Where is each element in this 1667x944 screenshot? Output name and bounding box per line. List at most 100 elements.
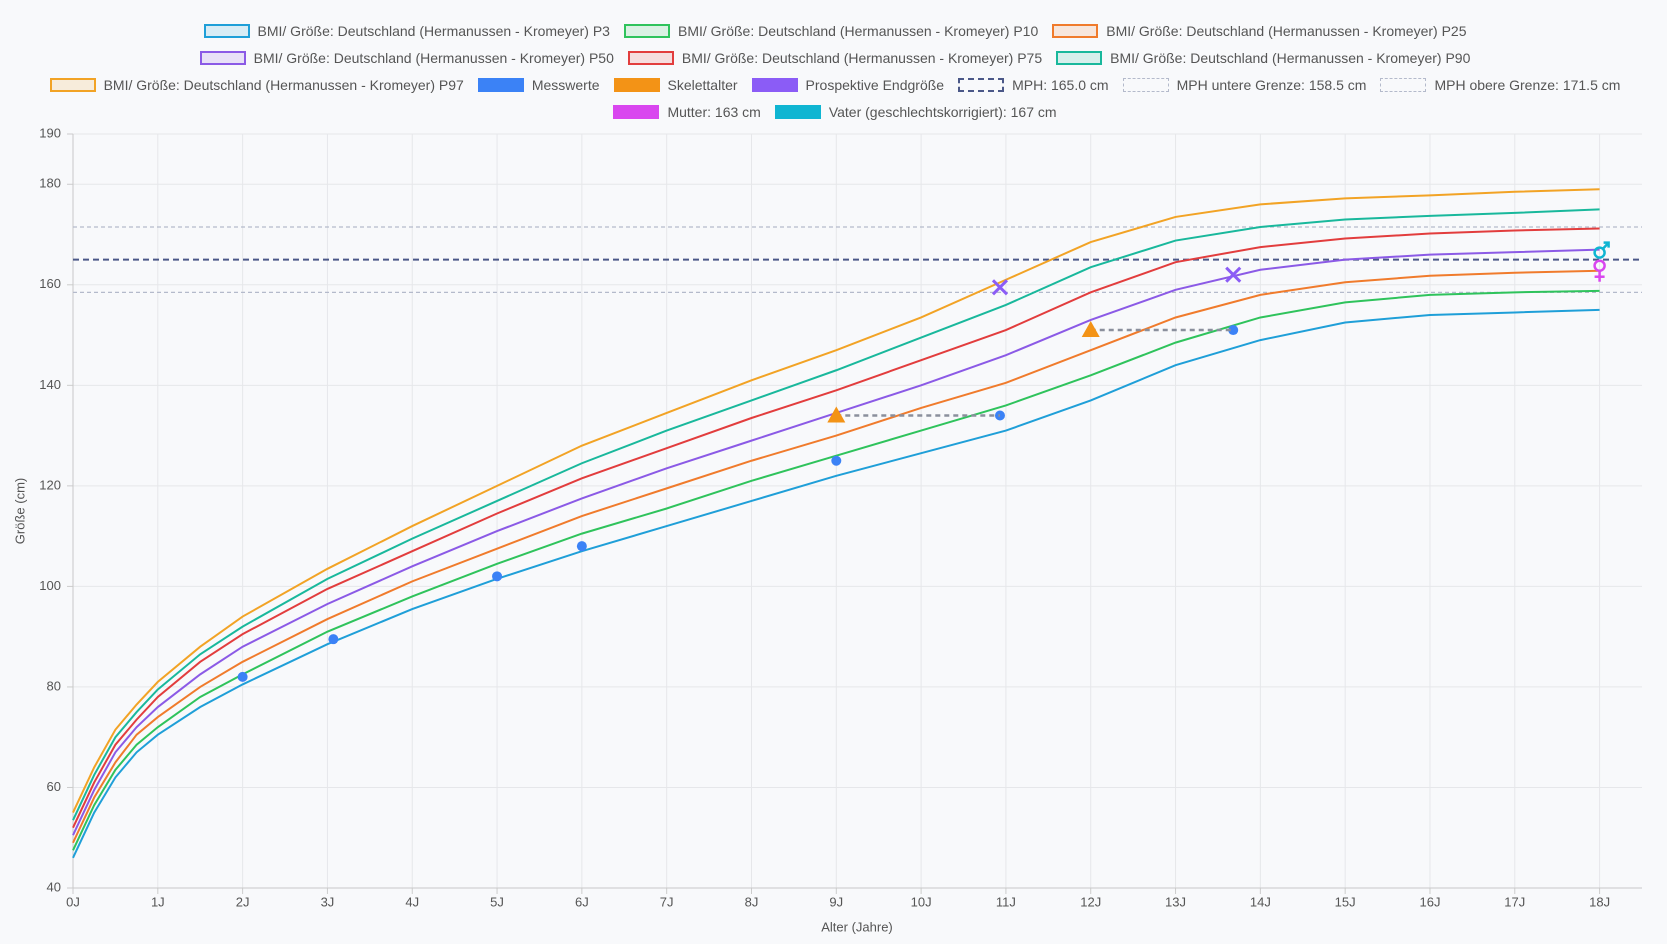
legend-swatch [958, 78, 1005, 92]
legend-label: Mutter: 163 cm [667, 104, 761, 120]
legend-label: Skelettalter [667, 77, 738, 93]
legend-label: BMI/ Größe: Deutschland (Hermanussen - K… [677, 23, 1039, 39]
percentile-line [72, 308, 1600, 859]
legend-swatch [751, 78, 798, 92]
measurement-point [1228, 325, 1239, 336]
measurement-point [237, 671, 248, 682]
legend-label: BMI/ Größe: Deutschland (Hermanussen - K… [1110, 50, 1471, 66]
x-tick-label: 15J [1335, 894, 1356, 909]
legend-swatch [1122, 78, 1169, 92]
legend-label: Vater (geschlechtskorrigiert): 167 cm [828, 104, 1057, 120]
measurement-point [328, 634, 339, 645]
percentile-line [72, 289, 1600, 851]
legend-swatch [774, 105, 821, 119]
legend-item[interactable]: BMI/ Größe: Deutschland (Hermanussen - K… [627, 49, 1043, 67]
y-tick-label: 40 [47, 879, 61, 894]
legend-swatch [627, 51, 674, 65]
legend-item[interactable]: BMI/ Größe: Deutschland (Hermanussen - K… [1052, 22, 1466, 40]
percentile-line [72, 248, 1600, 836]
legend-item[interactable]: BMI/ Größe: Deutschland (Hermanussen - K… [1056, 49, 1470, 67]
legend-label: MPH untere Grenze: 158.5 cm [1176, 77, 1367, 93]
x-tick-label: 16J [1419, 894, 1440, 909]
legend-swatch [613, 78, 660, 92]
symbol-arrow [1603, 241, 1610, 248]
legend-label: Messwerte [531, 77, 600, 93]
cross-stroke [991, 279, 1009, 296]
legend: BMI/ Größe: Deutschland (Hermanussen - K… [40, 22, 1630, 121]
legend-label: BMI/ Größe: Deutschland (Hermanussen - K… [103, 77, 464, 93]
x-tick-label: 5J [490, 894, 504, 909]
x-axis-title: Alter (Jahre) [821, 919, 893, 934]
legend-swatch [623, 24, 670, 38]
x-tick-label: 11J [996, 894, 1016, 909]
y-tick-label: 60 [47, 779, 61, 794]
y-tick-label: 120 [39, 477, 61, 492]
x-tick-label: 0J [66, 894, 80, 909]
y-tick-label: 100 [39, 578, 61, 593]
legend-item[interactable]: Vater (geschlechtskorrigiert): 167 cm [774, 103, 1057, 121]
legend-label: BMI/ Größe: Deutschland (Hermanussen - K… [1106, 23, 1467, 39]
y-tick-label: 140 [39, 377, 61, 392]
legend-label: BMI/ Größe: Deutschland (Hermanussen - K… [253, 50, 614, 66]
final-height-point [991, 279, 1009, 296]
x-tick-label: 9J [829, 894, 843, 909]
legend-swatch [1052, 24, 1099, 38]
legend-item[interactable]: Skelettalter [613, 76, 738, 94]
x-tick-label: 18J [1589, 894, 1610, 909]
legend-item[interactable]: BMI/ Größe: Deutschland (Hermanussen - K… [203, 22, 610, 40]
legend-item[interactable]: Mutter: 163 cm [613, 103, 761, 121]
mother-point [1593, 259, 1606, 282]
legend-swatch [1380, 78, 1427, 92]
x-tick-label: 12J [1080, 894, 1101, 909]
legend-label: BMI/ Größe: Deutschland (Hermanussen - K… [681, 50, 1043, 66]
x-tick-label: 14J [1250, 894, 1271, 909]
legend-item[interactable]: BMI/ Größe: Deutschland (Hermanussen - K… [199, 49, 614, 67]
percentile-line [72, 227, 1600, 829]
legend-item[interactable]: MPH: 165.0 cm [958, 76, 1109, 94]
final-height-point [1225, 266, 1242, 283]
legend-label: Prospektive Endgröße [805, 77, 945, 93]
x-tick-label: 2J [236, 894, 250, 909]
skeletal-age-point [827, 406, 846, 423]
legend-swatch [49, 78, 96, 92]
skeletal-age-point [1081, 321, 1100, 338]
legend-item[interactable]: Messwerte [477, 76, 600, 94]
legend-item[interactable]: BMI/ Größe: Deutschland (Hermanussen - K… [623, 22, 1039, 40]
father-point [1593, 241, 1610, 259]
y-tick-label: 80 [47, 678, 61, 693]
legend-item[interactable]: MPH untere Grenze: 158.5 cm [1122, 76, 1367, 94]
legend-label: BMI/ Größe: Deutschland (Hermanussen - K… [257, 23, 610, 39]
legend-item[interactable]: MPH obere Grenze: 171.5 cm [1380, 76, 1620, 94]
percentile-line [72, 269, 1600, 844]
legend-swatch [1056, 51, 1103, 65]
x-tick-label: 13J [1165, 894, 1186, 909]
x-tick-label: 10J [911, 894, 932, 909]
x-tick-label: 3J [321, 894, 335, 909]
legend-swatch [199, 51, 246, 65]
legend-swatch [477, 78, 524, 92]
cross-stroke [1225, 266, 1242, 283]
y-axis-title: Größe (cm) [12, 478, 27, 544]
measurement-point [576, 541, 587, 552]
percentile-line [72, 188, 1600, 814]
y-tick-label: 190 [39, 125, 61, 140]
legend-label: MPH obere Grenze: 171.5 cm [1434, 77, 1621, 93]
legend-swatch [613, 105, 660, 119]
legend-label: MPH: 165.0 cm [1012, 77, 1109, 93]
x-tick-label: 7J [660, 894, 674, 909]
legend-item[interactable]: BMI/ Größe: Deutschland (Hermanussen - K… [49, 76, 464, 94]
measurement-point [831, 455, 842, 466]
x-tick-label: 17J [1504, 894, 1525, 909]
x-tick-label: 6J [575, 894, 589, 909]
x-tick-label: 4J [405, 894, 419, 909]
symbol-ring [1593, 246, 1606, 259]
y-tick-label: 160 [39, 276, 61, 291]
y-tick-label: 180 [39, 176, 61, 191]
x-tick-label: 1J [151, 894, 165, 909]
legend-swatch [203, 24, 250, 38]
percentile-line [72, 208, 1600, 821]
measurement-point [492, 571, 503, 582]
legend-item[interactable]: Prospektive Endgröße [751, 76, 945, 94]
